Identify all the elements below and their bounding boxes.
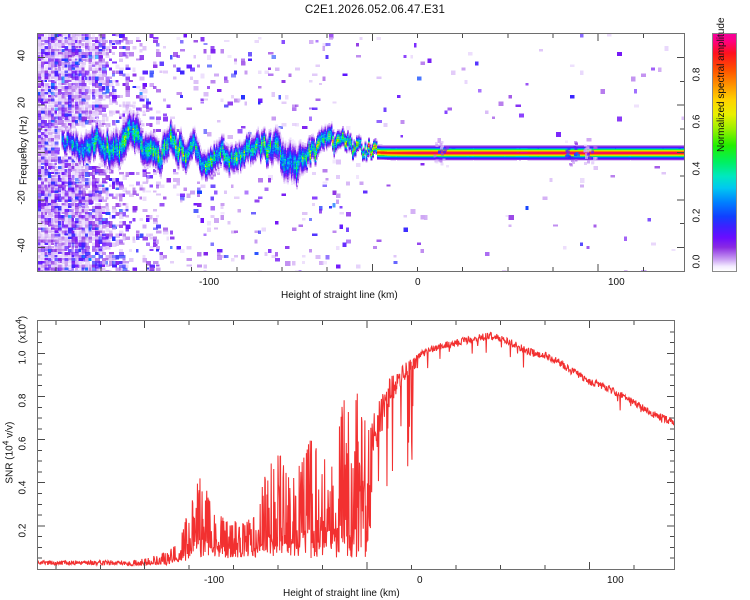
spectrogram-canvas xyxy=(38,34,684,271)
snr-ytick-10: 1.0 xyxy=(17,350,29,365)
spec-xtick-m100: -100 xyxy=(199,277,220,288)
colorbar-tick-02: 0.2 xyxy=(691,208,703,223)
snr-xtick-100: 100 xyxy=(607,575,624,586)
snr-ylabel-head: SNR (10 xyxy=(4,445,16,484)
spectrogram-panel xyxy=(37,33,685,272)
snr-y-axis-label: SNR (104 v/v) xyxy=(0,393,15,513)
colorbar-tick-08: 0.8 xyxy=(691,67,703,82)
snr-x-axis-label: Height of straight line (km) xyxy=(283,588,400,599)
snr-multiplier-tail: ) xyxy=(17,315,29,320)
snr-ylabel-exponent: 4 xyxy=(0,440,11,446)
spec-ytick-40: 40 xyxy=(16,49,28,62)
snr-ylabel-tail: v/v) xyxy=(4,421,16,441)
spec-ytick-m40: -40 xyxy=(16,238,28,253)
spec-xtick-100: 100 xyxy=(608,277,625,288)
snr-xtick-m100: -100 xyxy=(204,575,225,586)
snr-ytick-04: 0.4 xyxy=(17,480,29,495)
colorbar-tick-0: 0.0 xyxy=(691,254,703,269)
snr-panel xyxy=(37,320,675,570)
spec-xtick-0: 0 xyxy=(415,277,421,288)
spectrogram-y-axis-label: Frequency (Hz) xyxy=(18,116,30,185)
figure-title: C2E1.2026.052.06.47.E31 xyxy=(304,4,446,16)
snr-ytick-06: 0.6 xyxy=(17,436,29,451)
colorbar-tick-06: 0.6 xyxy=(691,114,703,129)
colorbar-tick-04: 0.4 xyxy=(691,161,703,176)
snr-ytick-02: 0.2 xyxy=(17,523,29,538)
snr-ytick-08: 0.8 xyxy=(17,393,29,408)
snr-multiplier-exponent: 4 xyxy=(13,319,24,324)
spectrogram-x-axis-label: Height of straight line (km) xyxy=(281,290,398,301)
snr-multiplier-text: (x10 xyxy=(17,323,29,344)
snr-canvas xyxy=(38,321,674,569)
colorbar xyxy=(712,33,737,272)
snr-xtick-0: 0 xyxy=(417,575,423,586)
colorbar-label: Normalized spectral amplitude xyxy=(716,17,727,152)
